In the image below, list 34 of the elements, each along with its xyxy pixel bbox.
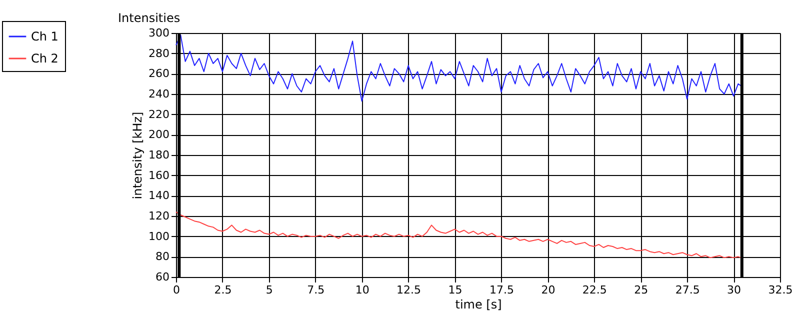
y-tick-label: 160 [148, 168, 170, 182]
y-tick-label: 80 [156, 250, 170, 264]
y-tick-label: 300 [148, 26, 170, 40]
legend-label: Ch 2 [31, 52, 58, 66]
x-tick-label: 22.5 [582, 284, 607, 296]
x-tick-label: 32.5 [768, 284, 793, 296]
y-tick-label: 260 [148, 67, 170, 80]
x-tick-label: 17.5 [489, 284, 514, 296]
y-tick-label: 140 [148, 189, 170, 202]
y-tick-label: 200 [148, 128, 170, 142]
y-tick-label: 240 [148, 88, 170, 100]
line-series [176, 211, 742, 258]
x-tick-label: 20 [541, 284, 556, 296]
y-axis-title: intensity [kHz] [130, 112, 145, 200]
x-tick-label: 2.5 [214, 284, 232, 296]
y-tick-label: 60 [156, 270, 170, 284]
y-tick-label: 220 [148, 108, 170, 121]
y-tick-label: 100 [148, 230, 170, 243]
x-tick-label: 25 [634, 284, 648, 296]
x-tick-label: 7.5 [307, 284, 325, 296]
y-tick-label: 180 [148, 148, 170, 162]
x-axis-title: time [s] [455, 298, 502, 312]
line-series [176, 34, 742, 102]
x-tick-label: 15 [448, 284, 462, 296]
x-tick-label: 5 [266, 284, 273, 296]
chart-title: Intensities [118, 11, 180, 25]
x-tick-label: 27.5 [675, 284, 700, 296]
x-tick-label: 10 [355, 284, 370, 296]
y-tick-label: 280 [148, 46, 170, 60]
x-tick-label: 0 [173, 284, 180, 296]
legend-label: Ch 1 [31, 30, 58, 44]
x-tick-label: 30 [727, 284, 742, 296]
y-tick-label: 120 [148, 210, 170, 222]
x-tick-label: 12.5 [396, 284, 422, 296]
